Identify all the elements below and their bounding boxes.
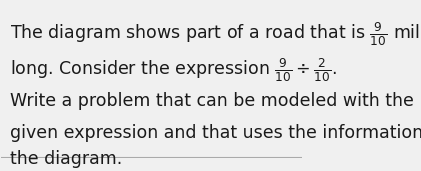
Text: The diagram shows part of a road that is $\frac{9}{10}$ mile: The diagram shows part of a road that is… xyxy=(11,20,421,48)
Text: long. Consider the expression $\frac{9}{10} \div \frac{2}{10}$.: long. Consider the expression $\frac{9}{… xyxy=(11,56,337,84)
Text: the diagram.: the diagram. xyxy=(11,150,123,168)
Text: Write a problem that can be modeled with the: Write a problem that can be modeled with… xyxy=(11,92,414,110)
Text: given expression and that uses the information in: given expression and that uses the infor… xyxy=(11,124,421,142)
